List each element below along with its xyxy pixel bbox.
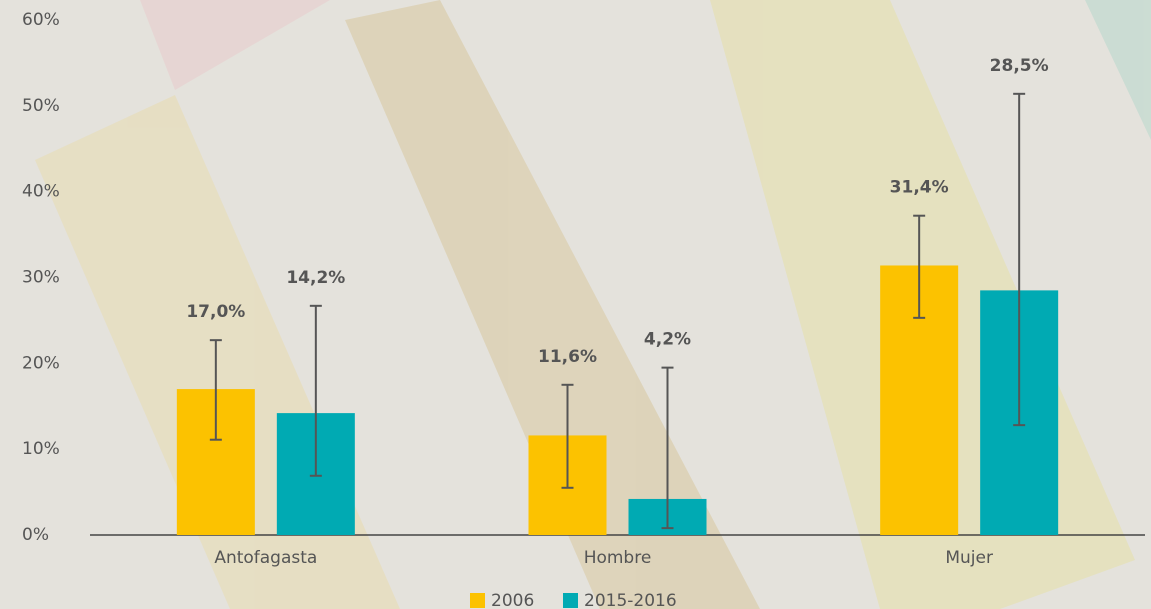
- x-tick-label: Antofagasta: [214, 548, 317, 568]
- legend-label: 2015-2016: [584, 591, 677, 609]
- value-label: 4,2%: [644, 330, 691, 350]
- value-label: 11,6%: [538, 347, 597, 367]
- y-tick-label: 0%: [22, 525, 49, 545]
- chart: 0% 10% 20% 30% 40% 50% 60% Antofagasta 17,0% 14,2…: [0, 0, 1151, 609]
- value-label: 17,0%: [186, 302, 245, 322]
- value-label: 28,5%: [990, 56, 1049, 76]
- y-tick-label: 30%: [22, 268, 60, 288]
- legend-label: 2006: [491, 591, 534, 609]
- legend-swatch: [470, 593, 485, 608]
- y-tick-label: 40%: [22, 182, 60, 202]
- x-tick-label: Mujer: [945, 548, 993, 568]
- value-label: 14,2%: [286, 268, 345, 288]
- y-tick-label: 20%: [22, 353, 60, 373]
- y-tick-label: 10%: [22, 439, 60, 459]
- legend-swatch: [563, 593, 578, 608]
- y-tick-label: 60%: [22, 10, 60, 30]
- x-tick-label: Hombre: [584, 548, 652, 568]
- value-label: 31,4%: [890, 178, 949, 198]
- y-tick-label: 50%: [22, 96, 60, 116]
